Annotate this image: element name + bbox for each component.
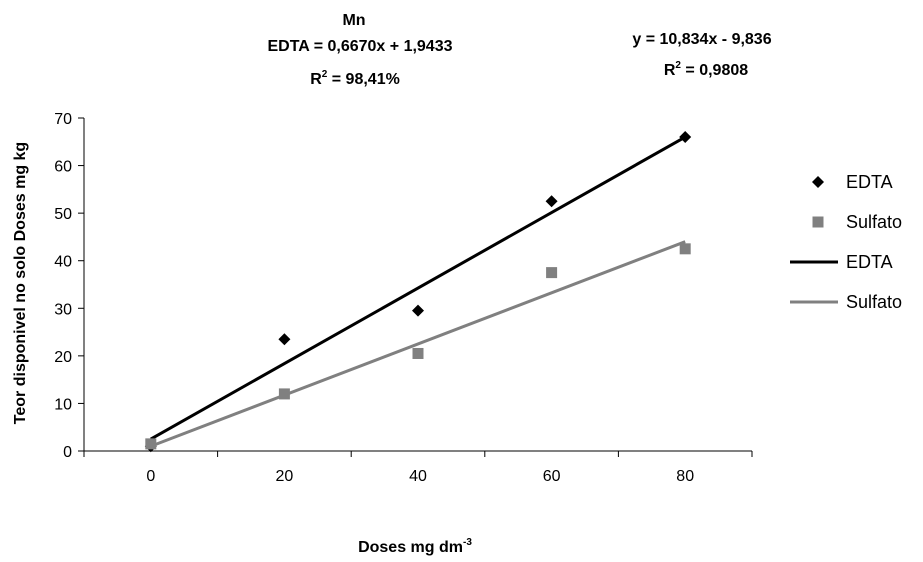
x-tick-label: 80: [676, 468, 694, 485]
point-sulfato: [278, 388, 290, 400]
point-edta: [278, 333, 291, 346]
y-tick-label: 40: [54, 254, 72, 271]
point-sulfato: [145, 438, 157, 450]
point-sulfato: [679, 243, 691, 255]
chart-title: Mn: [342, 12, 365, 29]
sulfato-r2-prefix: R: [664, 62, 676, 79]
point-sulfato: [412, 347, 424, 359]
y-tick-label: 20: [54, 349, 72, 366]
data-points: [144, 131, 692, 453]
legend-label-edta: EDTA: [846, 172, 893, 192]
y-tick-label: 50: [54, 206, 72, 223]
point-edta: [545, 195, 558, 208]
legend-label-sulfato: Sulfato: [846, 212, 902, 232]
y-tick-label: 0: [63, 444, 72, 461]
y-tick-label: 30: [54, 301, 72, 318]
trendline-edta: [150, 135, 686, 441]
x-tick-label: 40: [409, 468, 427, 485]
sulfato-r2-sup: 2: [675, 60, 681, 71]
x-tick-label: 20: [276, 468, 294, 485]
trendlines: [150, 135, 686, 448]
point-edta: [412, 304, 424, 317]
y-axis-label: Teor disponivel no solo Doses mg kg: [12, 142, 29, 424]
point-edta: [679, 131, 692, 144]
x-axis-label: Doses mg dm-3: [358, 537, 472, 556]
y-tick-label: 70: [54, 111, 72, 128]
legend-label-sulfato: Sulfato: [846, 292, 902, 312]
trendline-sulfato: [150, 240, 686, 448]
legend-marker-sulfato: [812, 216, 824, 228]
edta-equation: EDTA = 0,6670x + 1,9433: [267, 38, 452, 55]
y-tick-label: 60: [54, 159, 72, 176]
edta-r2-prefix: R: [310, 71, 322, 88]
legend-label-edta: EDTA: [846, 252, 893, 272]
edta-r2: R2 = 98,41%: [310, 69, 400, 88]
y-axis-ticks: 0 10 20 30 40 50 60 70: [54, 111, 84, 461]
x-axis-label-sup: -3: [463, 537, 472, 548]
sulfato-equation: y = 10,834x - 9,836: [632, 31, 771, 48]
sulfato-r2-value: = 0,9808: [681, 62, 748, 79]
sulfato-r2: R2 = 0,9808: [664, 60, 748, 79]
y-tick-label: 10: [54, 396, 72, 413]
legend: EDTA Sulfato EDTA Sulfato: [790, 172, 902, 312]
edta-r2-value: = 98,41%: [327, 71, 400, 88]
legend-marker-edta: [812, 176, 824, 188]
x-tick-label: 0: [146, 468, 155, 485]
axes: [83, 118, 752, 452]
x-axis-label-text: Doses mg dm: [358, 539, 463, 556]
edta-r2-sup: 2: [322, 69, 328, 80]
x-tick-label: 60: [543, 468, 561, 485]
point-sulfato: [546, 267, 558, 279]
x-axis-ticks: 0 20 40 60 80: [83, 451, 753, 485]
